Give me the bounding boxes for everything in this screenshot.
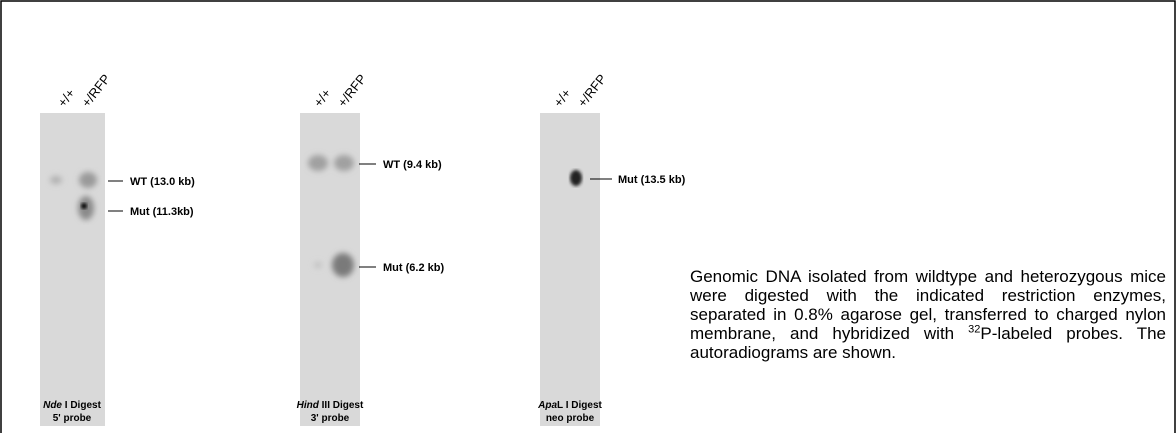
digest-label: ApaL I Digest — [537, 400, 602, 411]
digest: III Digest — [319, 400, 364, 411]
probe-label: neo probe — [546, 413, 595, 424]
digest: L I Digest — [557, 400, 602, 411]
bands — [570, 170, 582, 186]
membrane — [40, 113, 105, 426]
band-label: Mut (11.3kb) — [130, 206, 194, 218]
digest: I Digest — [62, 400, 102, 411]
band-label: Mut (13.5 kb) — [618, 174, 686, 186]
band-label: WT (9.4 kb) — [383, 159, 442, 171]
caption: Genomic DNA isolated from wildtype and h… — [690, 267, 1166, 362]
membrane — [540, 113, 600, 426]
enzyme: Apa — [537, 400, 557, 411]
enzyme: Hind — [297, 400, 320, 411]
lane-label: +/RFP — [575, 71, 610, 110]
probe-label: 5' probe — [53, 413, 92, 424]
blots: +/+ +/RFP WT (13.0 kb) Mut (11.3kb) Nde … — [0, 0, 1176, 433]
page: +/+ +/RFP WT (13.0 kb) Mut (11.3kb) Nde … — [0, 0, 1176, 433]
band-label: WT (13.0 kb) — [130, 176, 195, 188]
caption-superscript: 32 — [968, 323, 980, 335]
figure: +/+ +/RFP WT (13.0 kb) Mut (11.3kb) Nde … — [0, 0, 1176, 433]
band-label: Mut (6.2 kb) — [383, 262, 444, 274]
band-spot — [81, 203, 87, 209]
lane-label: +/+ — [551, 86, 574, 110]
lane-label: +/+ — [55, 86, 78, 110]
lane-label: +/+ — [311, 86, 334, 110]
digest-label: Hind III Digest — [297, 400, 364, 411]
lane-label: +/RFP — [79, 71, 114, 110]
lane-label: +/RFP — [335, 71, 370, 110]
enzyme: Nde — [43, 400, 62, 411]
probe-label: 3' probe — [311, 413, 350, 424]
digest-label: Nde I Digest — [43, 400, 101, 411]
